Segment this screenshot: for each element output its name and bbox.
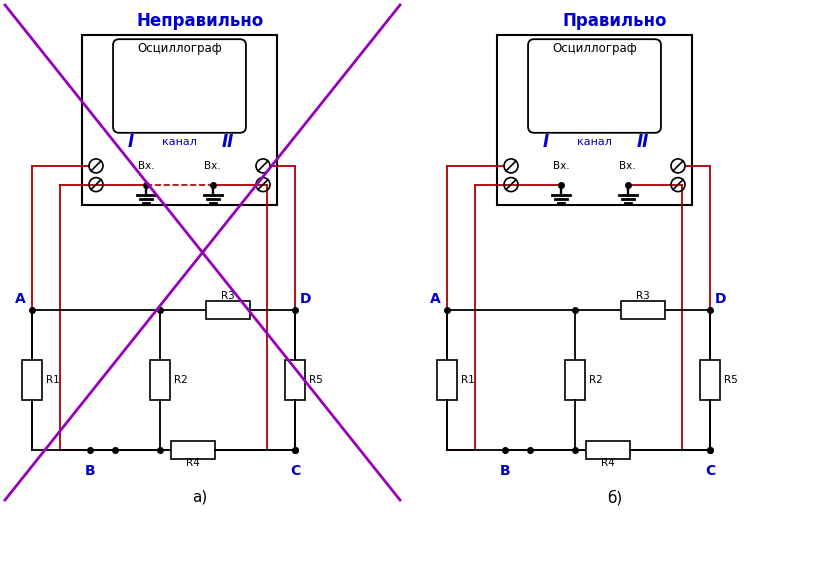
Text: канал: канал	[162, 137, 197, 147]
Text: С: С	[705, 464, 715, 478]
FancyBboxPatch shape	[113, 39, 246, 133]
Text: А: А	[430, 292, 441, 306]
Text: R3: R3	[220, 291, 234, 301]
Text: II: II	[222, 133, 234, 151]
Bar	[82, 35, 277, 205]
Text: б): б)	[607, 490, 623, 506]
Text: R3: R3	[636, 291, 650, 301]
Bar	[497, 35, 692, 205]
Text: R4: R4	[185, 458, 199, 468]
Text: В: В	[85, 464, 95, 478]
Text: I: I	[128, 133, 134, 151]
Text: Вх.: Вх.	[138, 161, 154, 171]
Text: Осциллограф: Осциллограф	[552, 42, 637, 55]
Text: D: D	[300, 292, 311, 306]
Text: R2: R2	[174, 375, 188, 385]
Bar	[565, 360, 585, 400]
Text: I: I	[543, 133, 549, 151]
Text: Правильно: Правильно	[563, 12, 667, 30]
Text: В: В	[500, 464, 511, 478]
Bar	[700, 360, 720, 400]
Text: канал: канал	[577, 137, 612, 147]
Text: А: А	[15, 292, 26, 306]
Text: Неправильно: Неправильно	[137, 12, 263, 30]
Bar	[585, 441, 629, 459]
Bar	[285, 360, 305, 400]
FancyBboxPatch shape	[528, 39, 661, 133]
Text: R5: R5	[309, 375, 323, 385]
Text: R1: R1	[46, 375, 59, 385]
Text: R1: R1	[461, 375, 475, 385]
Bar	[437, 360, 457, 400]
Text: R2: R2	[589, 375, 602, 385]
Bar	[22, 360, 42, 400]
Bar	[150, 360, 170, 400]
Text: II: II	[637, 133, 650, 151]
Text: R4: R4	[601, 458, 615, 468]
Bar	[206, 301, 250, 319]
Text: Вх.: Вх.	[620, 161, 636, 171]
Text: R5: R5	[724, 375, 737, 385]
Text: Вх.: Вх.	[553, 161, 570, 171]
Text: а): а)	[193, 490, 207, 505]
Text: Вх.: Вх.	[204, 161, 221, 171]
Bar	[620, 301, 664, 319]
Bar	[171, 441, 215, 459]
Text: С: С	[290, 464, 300, 478]
Text: D: D	[715, 292, 727, 306]
Text: Осциллограф: Осциллограф	[137, 42, 222, 55]
